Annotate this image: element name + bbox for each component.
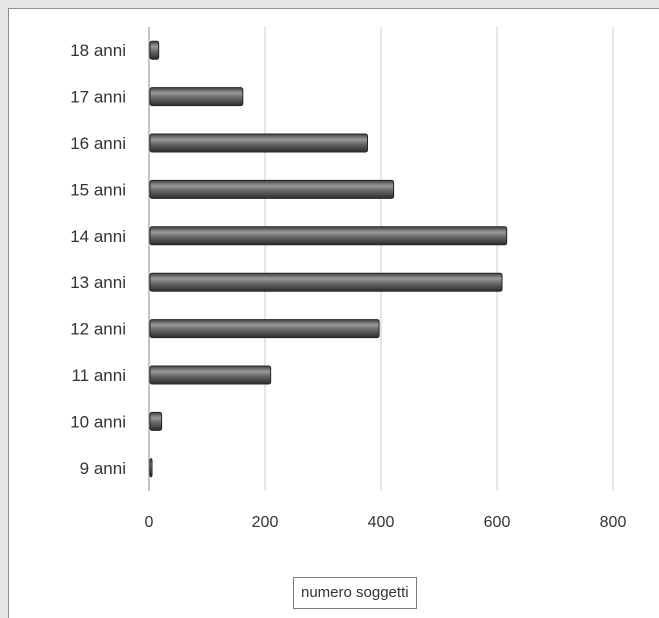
x-tick-label: 400 [368, 514, 395, 531]
legend-label: numero soggetti [301, 584, 409, 601]
bar-13-anni [149, 272, 503, 292]
bar-14-anni [149, 226, 508, 246]
bar-12-anni [149, 319, 380, 339]
category-label: 10 anni [70, 412, 126, 431]
legend: numero soggetti [293, 577, 417, 609]
x-tick-label: 200 [252, 514, 279, 531]
gridlines [148, 27, 614, 491]
bars [149, 40, 508, 478]
category-label: 16 anni [70, 134, 126, 153]
chart-panel: 18 anni 17 anni 16 anni 15 anni 14 anni 13 an… [8, 8, 659, 618]
x-tick-label: 800 [600, 514, 627, 531]
category-label: 18 anni [70, 41, 126, 60]
category-label: 13 anni [70, 273, 126, 292]
x-tick-labels: 0 200 400 600 800 [145, 514, 627, 531]
bar-16-anni [149, 133, 368, 153]
category-label: 17 anni [70, 88, 126, 107]
bar-17-anni [149, 87, 244, 107]
category-label: 12 anni [70, 320, 126, 339]
bar-11-anni [149, 365, 272, 385]
bar-10-anni [149, 411, 163, 431]
category-labels: 18 anni 17 anni 16 anni 15 anni 14 anni 13 an… [70, 41, 126, 478]
x-tick-label: 0 [145, 514, 154, 531]
bar-15-anni [149, 179, 395, 199]
x-tick-label: 600 [484, 514, 511, 531]
bar-18-anni [149, 40, 160, 60]
bar-9-anni [149, 458, 153, 478]
category-label: 15 anni [70, 180, 126, 199]
bar-chart: 18 anni 17 anni 16 anni 15 anni 14 anni 13 an… [70, 27, 627, 531]
category-label: 14 anni [70, 227, 126, 246]
category-label: 11 anni [71, 366, 126, 385]
category-label: 9 anni [80, 459, 126, 478]
